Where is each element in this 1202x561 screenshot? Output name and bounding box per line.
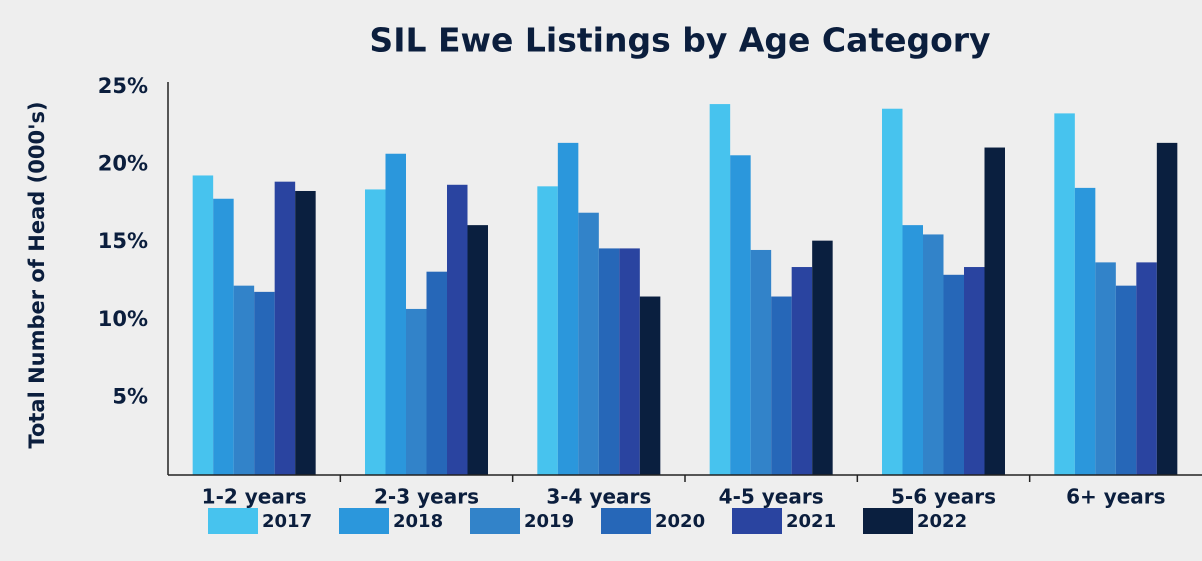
bar bbox=[537, 186, 558, 475]
y-tick-label: 5% bbox=[112, 384, 148, 408]
legend-swatch bbox=[863, 508, 913, 534]
x-tick-label: 5-6 years bbox=[891, 485, 996, 509]
bar bbox=[1136, 262, 1157, 475]
bar bbox=[750, 249, 772, 475]
bar bbox=[365, 189, 386, 475]
legend-label: 2018 bbox=[393, 511, 443, 532]
bar bbox=[426, 271, 447, 475]
legend-swatch bbox=[601, 508, 651, 534]
bar bbox=[1115, 285, 1137, 475]
bar bbox=[923, 234, 944, 475]
legend-label: 2019 bbox=[524, 511, 574, 532]
chart-title: SIL Ewe Listings by Age Category bbox=[369, 21, 990, 60]
bar bbox=[254, 291, 275, 475]
bar bbox=[882, 108, 903, 475]
bar bbox=[771, 296, 792, 475]
bar bbox=[619, 248, 640, 475]
bar bbox=[578, 212, 599, 475]
bar bbox=[467, 225, 488, 475]
y-axis-label: Total Number of Head (000's) bbox=[25, 101, 49, 448]
bar bbox=[213, 198, 234, 475]
bar bbox=[984, 147, 1005, 475]
legend-swatch bbox=[339, 508, 389, 534]
x-tick-label: 2-3 years bbox=[374, 485, 479, 509]
bar bbox=[557, 142, 579, 475]
bar bbox=[943, 274, 964, 475]
bar bbox=[1156, 142, 1178, 475]
legend-swatch bbox=[470, 508, 520, 534]
bar bbox=[902, 225, 923, 475]
bar bbox=[1054, 113, 1075, 475]
legend-swatch bbox=[732, 508, 782, 534]
y-tick-label: 25% bbox=[98, 74, 148, 98]
y-tick-label: 20% bbox=[98, 152, 148, 176]
bar bbox=[730, 155, 751, 475]
y-tick-label: 10% bbox=[98, 307, 148, 331]
legend-label: 2020 bbox=[655, 511, 705, 532]
bar bbox=[709, 104, 731, 476]
bar bbox=[639, 296, 661, 475]
bar bbox=[447, 184, 468, 475]
legend-label: 2022 bbox=[917, 511, 967, 532]
bar bbox=[1095, 262, 1116, 475]
x-tick-label: 3-4 years bbox=[546, 485, 651, 509]
bar bbox=[233, 285, 255, 475]
legend-swatch bbox=[208, 508, 258, 534]
bar bbox=[598, 248, 620, 475]
bar bbox=[791, 267, 813, 475]
legend-label: 2021 bbox=[786, 511, 836, 532]
bar bbox=[385, 153, 406, 475]
bar bbox=[812, 240, 833, 475]
bar bbox=[295, 190, 316, 475]
x-tick-label: 1-2 years bbox=[202, 485, 307, 509]
x-tick-label: 4-5 years bbox=[719, 485, 824, 509]
bar bbox=[406, 308, 427, 475]
x-tick-label: 6+ years bbox=[1066, 485, 1166, 509]
legend-label: 2017 bbox=[262, 511, 312, 532]
bar bbox=[964, 267, 985, 475]
bar bbox=[274, 181, 296, 475]
bar bbox=[1074, 187, 1096, 475]
y-tick-label: 15% bbox=[98, 229, 148, 253]
bar bbox=[192, 175, 214, 476]
